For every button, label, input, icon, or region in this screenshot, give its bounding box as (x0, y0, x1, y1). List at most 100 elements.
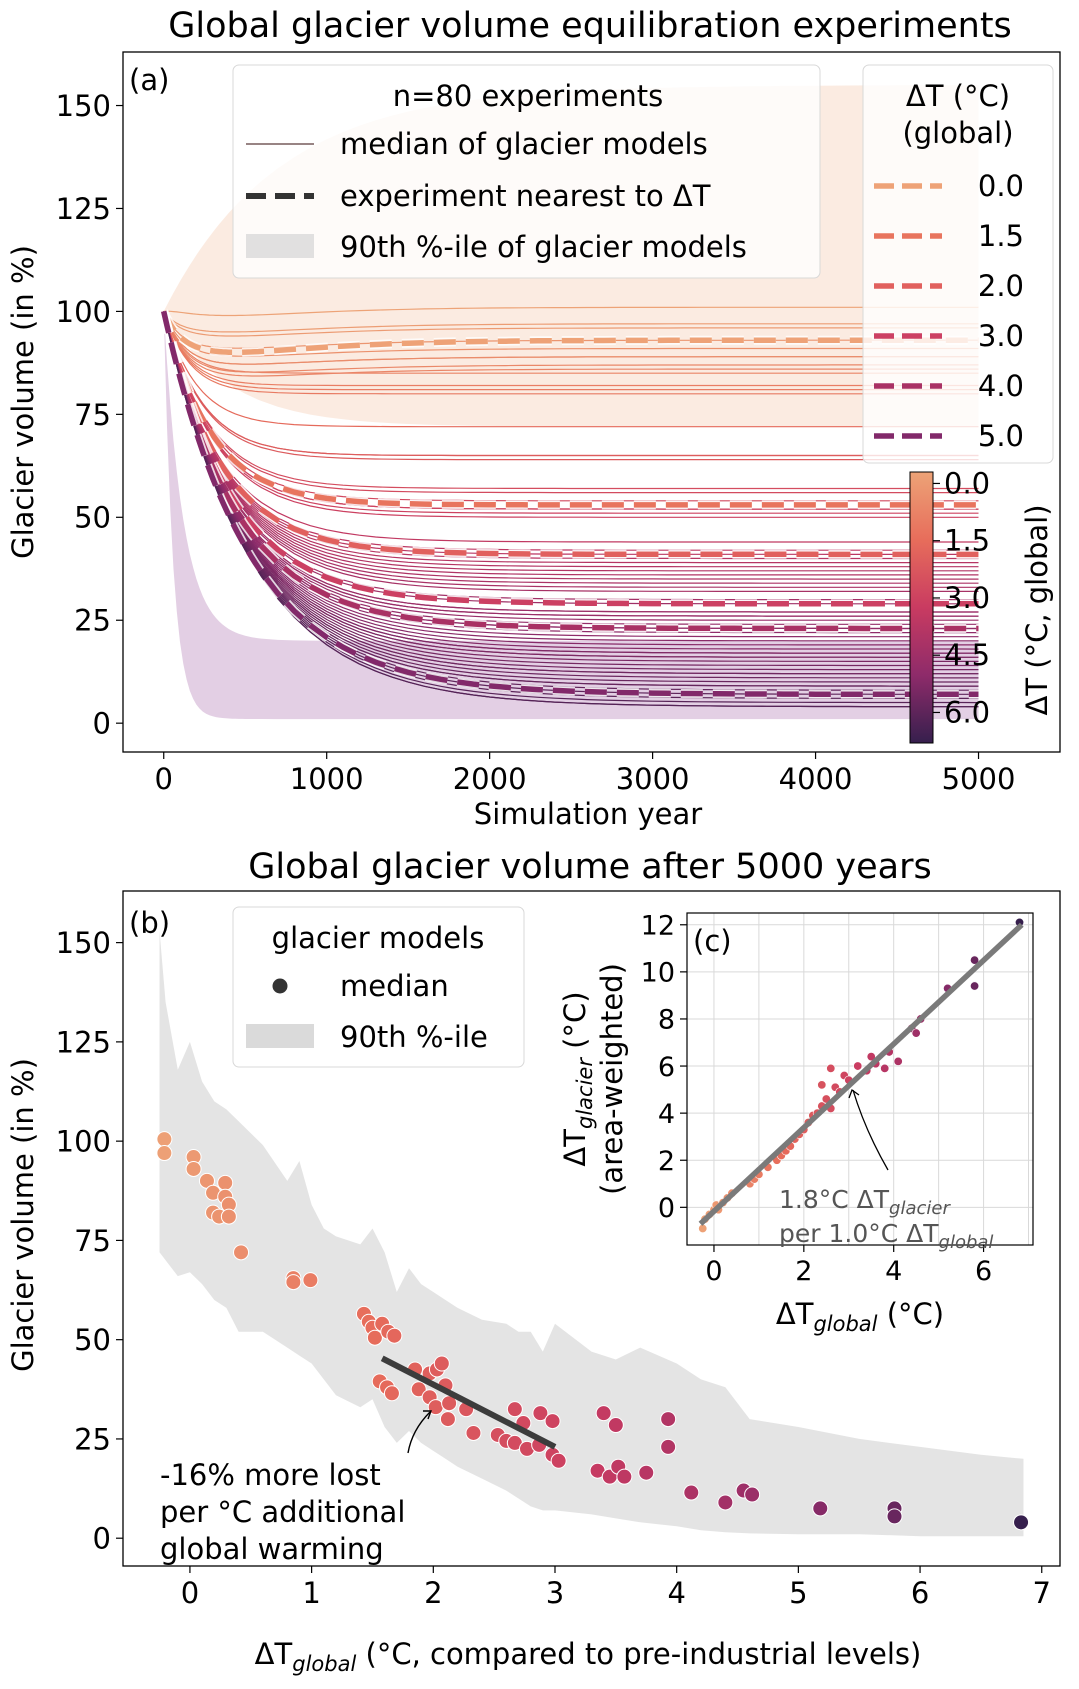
legend-band-swatch (246, 234, 314, 258)
legend-b-median-label: median (340, 969, 449, 1003)
median-series-line (163, 311, 979, 365)
median-point (233, 1244, 250, 1261)
annotation-c-arrow (852, 1089, 889, 1171)
panel-c-xlabel-sub: global (813, 1312, 877, 1336)
median-point (886, 1508, 903, 1525)
panel-b-xtick-label: 1 (302, 1576, 320, 1610)
median-series-line (163, 311, 979, 391)
median-point (383, 1385, 400, 1402)
median-point (607, 1417, 624, 1434)
median-point (439, 1411, 456, 1428)
panel-b-plot (156, 930, 1030, 1537)
panel-c-xlabel: ΔTglobal (°C) (776, 1297, 944, 1336)
legend-dt-label-2.0: 2.0 (978, 269, 1024, 303)
median-series-line (163, 311, 979, 377)
median-point (544, 1413, 561, 1430)
annotation-c-line1: 1.8°C ΔTglacier (779, 1185, 951, 1219)
legend-nearest-label: experiment nearest to ΔT (340, 179, 711, 213)
panel-c-ytick-label: 0 (658, 1193, 675, 1224)
panel-b-ytick-label: 25 (74, 1422, 111, 1456)
annotation-b-line2: per °C additional (160, 1495, 405, 1529)
panel-a-legend-left: n=80 experiments median of glacier model… (232, 64, 821, 279)
annotation-b-line3: global warming (160, 1532, 384, 1566)
median-point (683, 1484, 700, 1501)
panel-b-label: (b) (129, 906, 170, 940)
panel-c-ylabel: ΔTglacier (°C) (558, 991, 597, 1166)
panel-b-ytick-label: 150 (56, 926, 111, 960)
panel-b-xtick-label: 7 (1033, 1576, 1051, 1610)
panel-b-ytick-label: 75 (74, 1224, 111, 1258)
colorbar-tick-label: 0.0 (944, 466, 990, 500)
panel-b-ytick-label: 100 (56, 1125, 111, 1159)
panel-a-xtick-label: 0 (155, 762, 173, 796)
panel-a-xtick-label: 1000 (290, 762, 364, 796)
colorbar-tick-label: 4.5 (944, 638, 990, 672)
panel-b-frame (122, 890, 1061, 1567)
svg-text:ΔTglacier (°C): ΔTglacier (°C) (558, 991, 597, 1166)
legend-b-title: glacier models (272, 921, 485, 955)
panel-a-ytick-label: 75 (74, 398, 111, 432)
median-series-line (163, 311, 979, 337)
median-series-line (163, 311, 979, 461)
panel-c-annotation: 1.8°C ΔTglacier per 1.0°C ΔTglobal (779, 1088, 993, 1253)
annotation-b-line1: -16% more lost (160, 1458, 381, 1492)
panel-c-axes: 0 2 4 6 0 2 4 6 8 10 12 (641, 910, 993, 1287)
panel-b-ytick-label: 50 (74, 1323, 111, 1357)
colorbar: 0.0 1.5 3.0 4.5 6.0 ΔT (°C, global) (909, 466, 1054, 744)
median-point (812, 1500, 829, 1517)
median-point (465, 1424, 482, 1441)
glacier-dt-point (880, 1063, 890, 1073)
median-point (433, 1355, 450, 1372)
median-series-line (163, 311, 979, 333)
median-series-line (163, 311, 979, 708)
median-series-line (163, 311, 979, 357)
panel-c-ytick-label: 8 (658, 1005, 675, 1036)
legend-dt-label-4.0: 4.0 (978, 369, 1024, 403)
median-series-line (163, 311, 979, 373)
median-series-line (163, 306, 979, 317)
panel-c-ytick-label: 6 (658, 1052, 675, 1083)
median-point (156, 1131, 173, 1148)
median-point (217, 1174, 234, 1191)
median-series-line (163, 311, 979, 457)
panel-a-ylabel: Glacier volume (in %) (6, 245, 40, 559)
panel-c-ytick-label: 10 (641, 958, 675, 989)
median-series-line (163, 311, 979, 387)
legend-b-band-label: 90th %-ile (340, 1020, 488, 1054)
panel-c-ylabel-rest: (°C) (558, 991, 592, 1058)
median-point (616, 1468, 633, 1485)
panel-c-label: (c) (693, 924, 732, 958)
median-point (717, 1494, 734, 1511)
panel-c-frame (686, 912, 1034, 1246)
glacier-dt-point (853, 1061, 863, 1071)
colorbar-tick-label: 3.0 (944, 581, 990, 615)
panel-a-label: (a) (129, 63, 169, 97)
glacier-dt-point (911, 1028, 921, 1038)
panel-a-axes: 0 1000 2000 3000 4000 5000 0 25 50 75 100 125 150 (56, 89, 1016, 796)
legend-b-band-swatch (246, 1024, 314, 1048)
panel-a-ytick-label: 0 (93, 707, 111, 741)
panel-c-plot (687, 913, 1033, 1245)
median-point (386, 1327, 403, 1344)
glacier-dt-point (817, 1080, 827, 1090)
panel-b-xlabel-main: ΔT (255, 1637, 293, 1671)
glacier-dt-point (826, 1063, 836, 1073)
panel-a-ytick-label: 125 (56, 192, 111, 226)
panel-b-xtick-label: 2 (424, 1576, 442, 1610)
panel-a-xtick-label: 4000 (779, 762, 853, 796)
panel-b-xtick-label: 6 (911, 1576, 929, 1610)
panel-c-xtick-label: 6 (975, 1256, 992, 1287)
fit-line (698, 922, 1024, 1226)
panel-b-xlabel-rest: (°C, compared to pre-industrial levels) (356, 1637, 921, 1671)
glacier-dt-point (970, 981, 980, 991)
panel-c-xtick-label: 4 (885, 1256, 902, 1287)
median-point (285, 1274, 302, 1291)
median-point (302, 1272, 319, 1289)
panel-c-ylabel2: (area-weighted) (595, 963, 629, 1195)
panel-b-xlabel-sub: global (292, 1652, 356, 1676)
panel-c-xlabel-main: ΔT (776, 1297, 814, 1331)
annotation-c-line2: per 1.0°C ΔTglobal (779, 1219, 993, 1253)
annotation-c-line1-main: 1.8°C ΔT (779, 1185, 890, 1214)
